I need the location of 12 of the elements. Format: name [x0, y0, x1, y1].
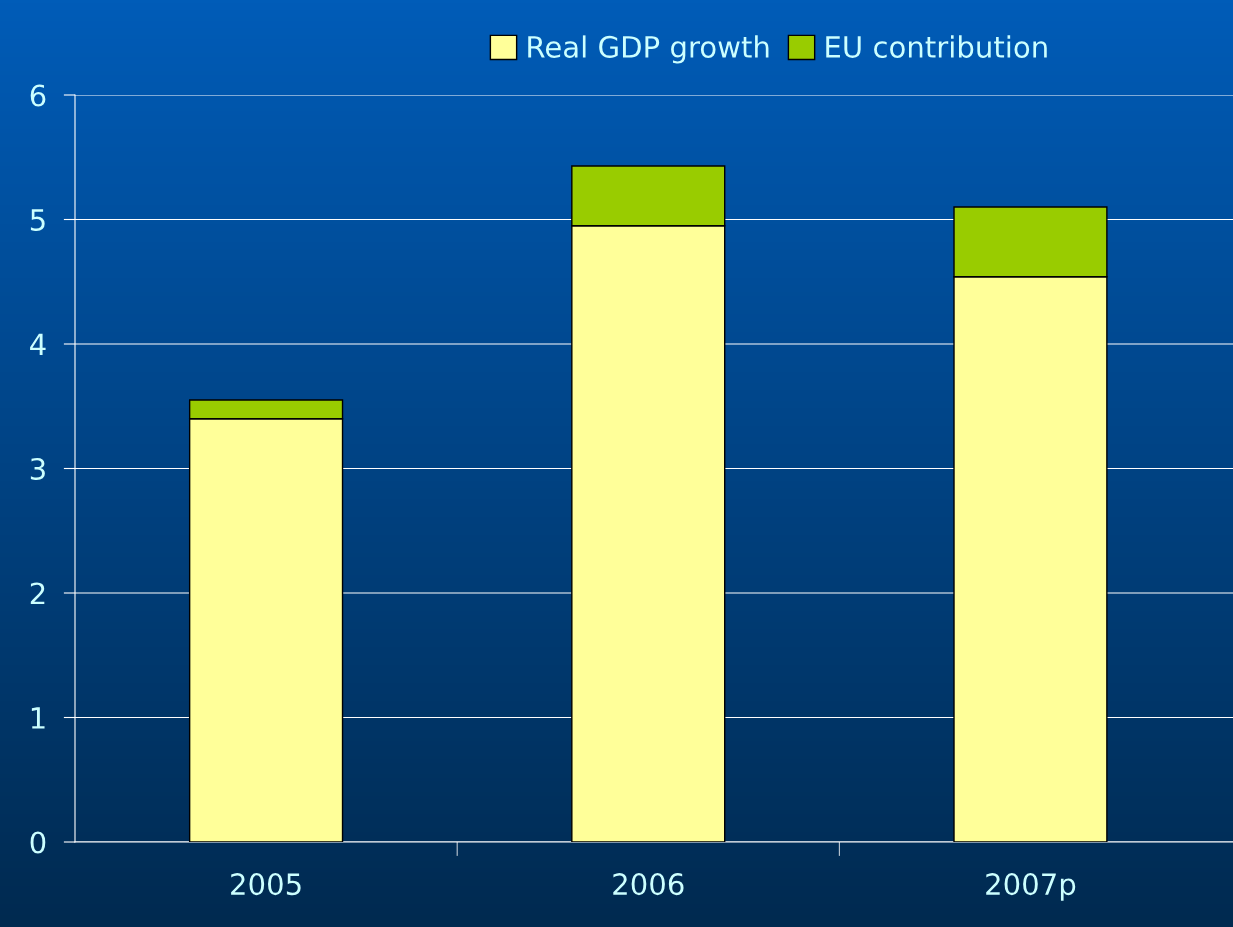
x-tick-label: 2006 [613, 873, 684, 896]
legend-label: Real GDP growth [528, 35, 769, 64]
y-tick-label: 6 [30, 84, 46, 107]
y-tick-label: 3 [30, 457, 45, 480]
legend-label: EU contribution [826, 35, 1047, 58]
y-tick-label: 5 [30, 209, 45, 231]
y-tick-label: 4 [30, 333, 46, 356]
x-tick-label: 2005 [231, 873, 301, 896]
y-tick-label: 1 [31, 707, 45, 729]
x-tick-label: 2007p [986, 873, 1076, 901]
y-tick-label: 0 [30, 831, 46, 854]
y-tick-label: 2 [30, 582, 45, 605]
